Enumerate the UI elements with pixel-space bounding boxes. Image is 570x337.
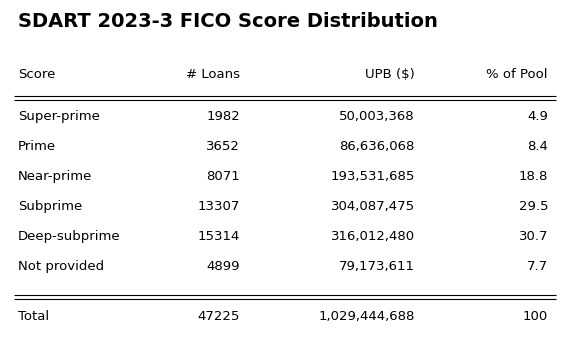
Text: Score: Score: [18, 68, 55, 81]
Text: # Loans: # Loans: [186, 68, 240, 81]
Text: 29.5: 29.5: [519, 200, 548, 213]
Text: 30.7: 30.7: [519, 230, 548, 243]
Text: 1,029,444,688: 1,029,444,688: [319, 310, 415, 323]
Text: 1982: 1982: [206, 110, 240, 123]
Text: Subprime: Subprime: [18, 200, 82, 213]
Text: Deep-subprime: Deep-subprime: [18, 230, 121, 243]
Text: 4899: 4899: [206, 260, 240, 273]
Text: 18.8: 18.8: [519, 170, 548, 183]
Text: Not provided: Not provided: [18, 260, 104, 273]
Text: 47225: 47225: [198, 310, 240, 323]
Text: SDART 2023-3 FICO Score Distribution: SDART 2023-3 FICO Score Distribution: [18, 12, 438, 31]
Text: % of Pool: % of Pool: [487, 68, 548, 81]
Text: 100: 100: [523, 310, 548, 323]
Text: 50,003,368: 50,003,368: [339, 110, 415, 123]
Text: 13307: 13307: [198, 200, 240, 213]
Text: 316,012,480: 316,012,480: [331, 230, 415, 243]
Text: 4.9: 4.9: [527, 110, 548, 123]
Text: 8071: 8071: [206, 170, 240, 183]
Text: 193,531,685: 193,531,685: [331, 170, 415, 183]
Text: 79,173,611: 79,173,611: [339, 260, 415, 273]
Text: Super-prime: Super-prime: [18, 110, 100, 123]
Text: UPB ($): UPB ($): [365, 68, 415, 81]
Text: Prime: Prime: [18, 140, 56, 153]
Text: 304,087,475: 304,087,475: [331, 200, 415, 213]
Text: 86,636,068: 86,636,068: [340, 140, 415, 153]
Text: 3652: 3652: [206, 140, 240, 153]
Text: 7.7: 7.7: [527, 260, 548, 273]
Text: 15314: 15314: [198, 230, 240, 243]
Text: Total: Total: [18, 310, 49, 323]
Text: Near-prime: Near-prime: [18, 170, 92, 183]
Text: 8.4: 8.4: [527, 140, 548, 153]
